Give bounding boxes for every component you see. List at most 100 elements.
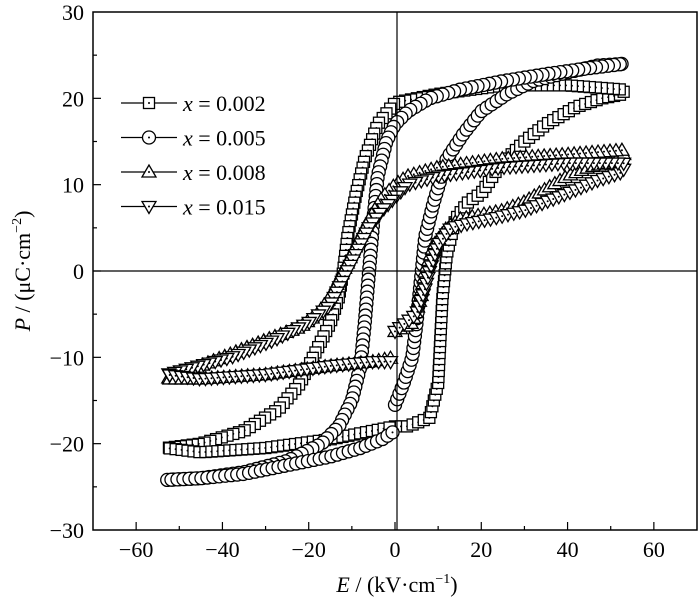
data-point-dot xyxy=(579,186,582,189)
data-point-dot xyxy=(585,184,588,187)
data-point-dot xyxy=(567,153,570,156)
data-point-dot xyxy=(418,171,421,174)
y-tick-label: 10 xyxy=(62,173,84,198)
x-tick-label: 40 xyxy=(557,537,579,562)
x-tick-label: 0 xyxy=(390,537,401,562)
data-point-dot xyxy=(622,162,625,165)
data-point-dot xyxy=(603,150,606,153)
data-point-dot xyxy=(501,215,504,218)
data-point-dot xyxy=(435,166,438,169)
data-point-dot xyxy=(585,152,588,155)
y-tick-label: −10 xyxy=(50,345,84,370)
data-point-dot xyxy=(538,163,541,166)
data-point-dot xyxy=(483,219,486,222)
data-point-dot xyxy=(216,376,219,379)
data-point-dot xyxy=(535,204,538,207)
data-point-dot xyxy=(383,360,386,363)
data-point-dot xyxy=(580,162,583,165)
data-point-dot xyxy=(305,368,308,371)
data-point-dot xyxy=(610,162,613,165)
data-point-dot xyxy=(495,158,498,161)
data-point-dot xyxy=(471,221,474,224)
data-point-dot xyxy=(579,152,582,155)
data-point-dot xyxy=(518,210,521,213)
data-point-dot xyxy=(483,160,486,163)
data-point-dot xyxy=(568,162,571,165)
data-point-dot xyxy=(549,154,552,157)
data-point-dot xyxy=(574,188,577,191)
data-point-dot xyxy=(430,168,433,171)
y-tick-label: −20 xyxy=(50,432,84,457)
data-point-dot xyxy=(252,374,255,377)
data-point-dot xyxy=(347,363,350,366)
data-point-dot xyxy=(228,376,231,379)
data-point-dot xyxy=(557,195,560,198)
data-point-dot xyxy=(596,179,599,182)
legend-item: x = 0.008 xyxy=(121,160,266,185)
legend: x = 0.002 x = 0.005 x = 0.008 x = 0.015 xyxy=(121,91,266,220)
y-tick-label: 0 xyxy=(73,259,84,284)
data-point-dot xyxy=(507,157,510,160)
y-tick-label: 20 xyxy=(62,86,84,111)
data-point-dot xyxy=(613,173,616,176)
data-point-dot xyxy=(563,193,566,196)
data-point-dot xyxy=(445,232,448,235)
data-point-dot xyxy=(590,181,593,184)
data-point-dot xyxy=(544,163,547,166)
data-point-dot xyxy=(562,162,565,165)
data-point-dot xyxy=(495,216,498,219)
y-tick-labels: 30 20 10 0 −10 −20 −30 xyxy=(50,0,84,543)
data-point-dot xyxy=(210,377,213,380)
data-point-dot xyxy=(489,159,492,162)
data-point-dot xyxy=(453,164,456,167)
data-point-dot xyxy=(323,365,326,368)
data-point-dot xyxy=(471,161,474,164)
data-point-dot xyxy=(317,366,320,369)
data-point-dot xyxy=(532,164,535,167)
x-axis-title: E / (kV·cm−1) xyxy=(335,572,457,597)
legend-item: x = 0.002 xyxy=(121,91,266,116)
data-point-dot xyxy=(398,326,401,329)
data-point-dot xyxy=(240,375,243,378)
data-point-dot xyxy=(561,153,564,156)
data-point-dot xyxy=(198,377,201,380)
data-point-dot xyxy=(604,162,607,165)
x-tick-label: 20 xyxy=(470,537,492,562)
data-point-dot xyxy=(591,151,594,154)
data-point-dot xyxy=(300,368,303,371)
data-point-dot xyxy=(294,369,297,372)
data-point-dot xyxy=(288,370,291,373)
data-point-dot xyxy=(391,431,394,434)
data-point-dot xyxy=(543,155,546,158)
data-point-dot xyxy=(465,222,468,225)
data-point-dot xyxy=(329,364,332,367)
data-point-dot xyxy=(552,198,555,201)
data-point-dot xyxy=(592,162,595,165)
y-tick-label: 30 xyxy=(62,0,84,25)
data-point-dot xyxy=(555,154,558,157)
data-point-dot xyxy=(438,242,441,245)
data-point-dot xyxy=(222,376,225,379)
data-point-dot xyxy=(597,151,600,154)
data-point-dot xyxy=(449,228,452,231)
data-point-dot xyxy=(573,152,576,155)
data-point-dot xyxy=(512,212,515,215)
data-point-dot xyxy=(514,165,517,168)
data-point-dot xyxy=(270,372,273,375)
x-tick-label: −40 xyxy=(205,537,239,562)
data-point-dot xyxy=(513,157,516,160)
data-point-dot xyxy=(506,213,509,216)
axis-ticks xyxy=(93,54,655,530)
x-tick-labels: −60 −40 −20 0 20 40 60 xyxy=(119,537,665,562)
legend-marker-dot xyxy=(148,171,150,173)
y-axis-title: P / (μC·cm−2) xyxy=(10,211,35,333)
data-point-dot xyxy=(520,165,523,168)
data-point-dot xyxy=(526,164,529,167)
data-point-dot xyxy=(460,224,463,227)
data-point-dot xyxy=(353,362,356,365)
series-triangle-down xyxy=(160,157,632,388)
legend-marker-dot xyxy=(148,205,150,208)
data-point-dot xyxy=(412,315,415,318)
data-point-dot xyxy=(546,200,549,203)
